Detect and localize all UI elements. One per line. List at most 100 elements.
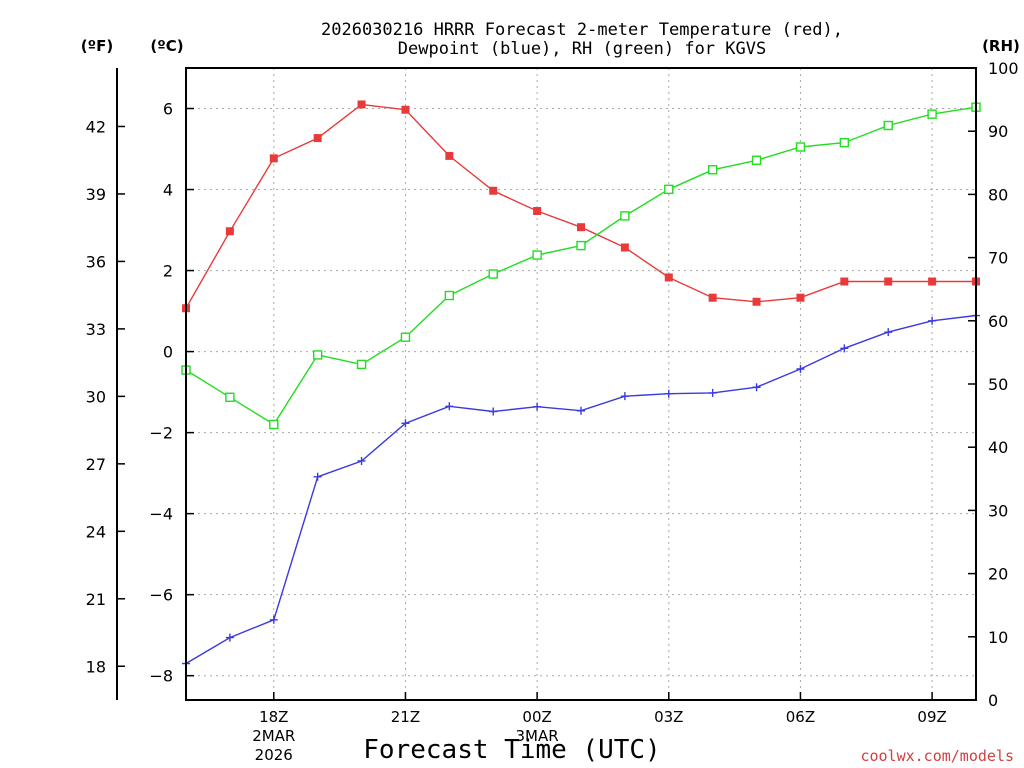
temperature-series: [182, 100, 980, 313]
x-tick-label: 21Z: [391, 708, 420, 726]
dewpoint-point: [840, 344, 849, 353]
x-tick-label: 09Z: [917, 708, 946, 726]
celsius-tick-label: −6: [149, 586, 173, 605]
temperature-point: [620, 243, 629, 252]
relative-humidity-point: [444, 290, 455, 301]
dewpoint-point: [664, 389, 673, 398]
relative-humidity-point: [312, 350, 323, 360]
fahrenheit-tick-label: 42: [86, 117, 106, 136]
temperature-point: [664, 273, 673, 282]
dewpoint-point: [445, 402, 454, 411]
relative-humidity-point: [620, 211, 630, 221]
dewpoint-point: [577, 406, 585, 415]
temperature-point: [401, 105, 410, 114]
temperature-point: [752, 297, 761, 306]
x-tick-year: 2026: [255, 746, 293, 764]
dewpoint-point: [357, 456, 366, 465]
dewpoint-point: [225, 633, 234, 642]
fahrenheit-tick-label: 21: [86, 590, 106, 609]
rh-tick-label: 50: [988, 375, 1008, 394]
fahrenheit-tick-label: 30: [86, 387, 106, 406]
rh-tick-label: 70: [988, 249, 1008, 268]
fahrenheit-tick-label: 33: [86, 320, 106, 339]
dewpoint-point: [796, 365, 805, 374]
dewpoint-point: [928, 316, 937, 325]
relative-humidity-point: [751, 155, 762, 165]
x-tick-label: 18Z: [259, 708, 288, 726]
dewpoint-point: [752, 383, 761, 392]
relative-humidity-point: [883, 120, 893, 131]
x-tick-label: 00Z: [522, 708, 551, 726]
relative-humidity-point: [664, 184, 674, 195]
relative-humidity-line: [185, 106, 977, 426]
temperature-point: [533, 207, 542, 216]
temperature-point: [357, 100, 366, 109]
dewpoint-point: [401, 419, 410, 428]
temperature-line: [185, 103, 976, 309]
rh-tick-label: 30: [988, 501, 1008, 520]
relative-humidity-point: [356, 359, 367, 370]
fahrenheit-tick-label: 18: [86, 657, 106, 676]
x-axis-label: Forecast Time (UTC): [363, 735, 660, 765]
chart-title-line2: Dewpoint (blue), RH (green) for KGVS: [398, 39, 766, 59]
fahrenheit-tick-label: 27: [86, 455, 106, 474]
relative-humidity-point: [576, 240, 586, 251]
temperature-point: [489, 186, 498, 195]
credit-text: coolwx.com/models: [860, 747, 1014, 765]
rh-tick-label: 20: [988, 565, 1008, 584]
rh-tick-label: 60: [988, 312, 1008, 331]
relative-humidity-series: [181, 102, 981, 430]
celsius-unit-label: (ºC): [150, 37, 183, 55]
celsius-tick-label: 6: [163, 100, 173, 119]
temperature-point: [840, 277, 849, 286]
x-tick-label: 03Z: [654, 708, 683, 726]
temperature-point: [445, 151, 454, 160]
temperature-point: [313, 134, 322, 143]
temperature-point: [577, 223, 585, 232]
x-tick-date: 2MAR: [252, 727, 295, 745]
series-layer: [181, 100, 981, 668]
temperature-point: [796, 293, 805, 302]
fahrenheit-tick-label: 24: [86, 522, 106, 541]
grid-layer: [186, 68, 976, 700]
relative-humidity-point: [225, 392, 235, 402]
temperature-point: [928, 277, 937, 286]
rh-tick-label: 0: [988, 691, 998, 710]
celsius-tick-label: 2: [163, 262, 173, 281]
celsius-tick-label: −8: [149, 667, 173, 686]
dewpoint-point: [884, 328, 893, 337]
dewpoint-line: [185, 314, 977, 665]
relative-humidity-point: [927, 109, 937, 119]
temperature-point: [708, 293, 717, 302]
plot-frame: [185, 67, 977, 701]
relative-humidity-point: [707, 165, 718, 175]
temperature-point: [269, 154, 278, 163]
celsius-tick-label: 4: [163, 181, 173, 200]
dewpoint-point: [533, 402, 542, 411]
rh-tick-label: 40: [988, 438, 1008, 457]
dewpoint-point: [269, 615, 278, 624]
rh-tick-label: 90: [988, 122, 1008, 141]
fahrenheit-unit-label: (ºF): [81, 37, 113, 55]
rh-tick-label: 100: [988, 59, 1019, 78]
rh-tick-label: 10: [988, 628, 1008, 647]
relative-humidity-point: [269, 419, 279, 430]
celsius-tick-label: −2: [149, 424, 173, 443]
fahrenheit-tick-label: 36: [86, 252, 106, 271]
relative-humidity-point: [839, 137, 850, 148]
celsius-tick-label: −4: [149, 505, 173, 524]
dewpoint-point: [313, 472, 322, 481]
temperature-point: [225, 227, 234, 236]
relative-humidity-point: [400, 332, 411, 342]
celsius-tick-label: 0: [163, 343, 173, 362]
dewpoint-point: [708, 388, 717, 397]
relative-humidity-point: [488, 269, 498, 279]
dewpoint-point: [620, 392, 629, 401]
relative-humidity-point: [795, 142, 806, 152]
rh-unit-label: (RH): [982, 37, 1020, 55]
dewpoint-series: [182, 311, 980, 668]
temperature-point: [884, 277, 893, 286]
relative-humidity-point: [532, 250, 542, 260]
x-tick-date: 3MAR: [516, 727, 559, 745]
